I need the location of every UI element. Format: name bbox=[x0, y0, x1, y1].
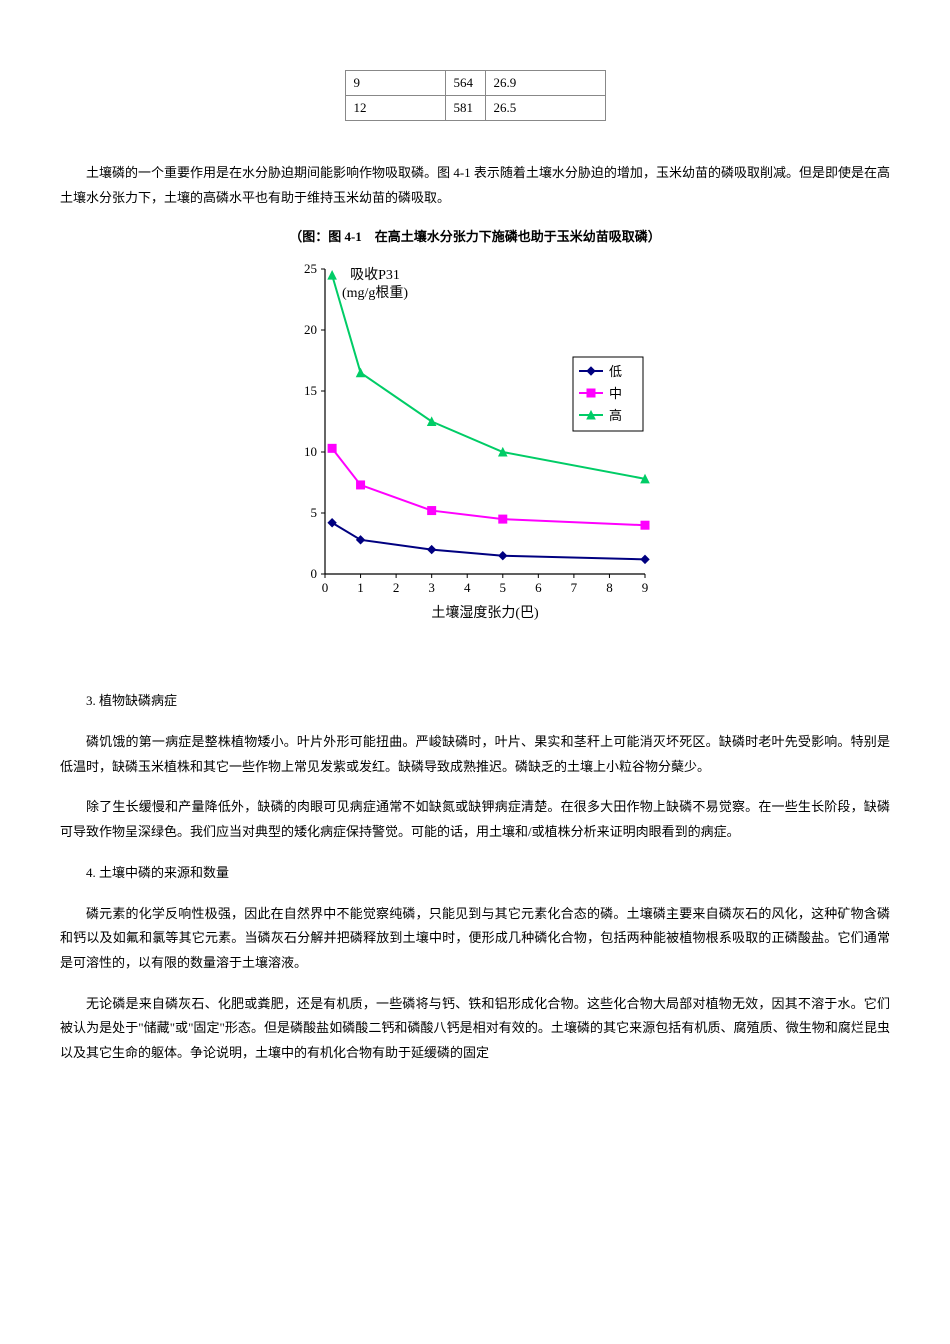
svg-text:8: 8 bbox=[606, 580, 613, 595]
section-heading: 3. 植物缺磷病症 bbox=[60, 689, 890, 714]
paragraph: 土壤磷的一个重要作用是在水分胁迫期间能影响作物吸取磷。图 4-1 表示随着土壤水… bbox=[60, 161, 890, 210]
svg-text:0: 0 bbox=[311, 566, 318, 581]
cell: 581 bbox=[445, 96, 485, 121]
svg-text:6: 6 bbox=[535, 580, 542, 595]
svg-text:5: 5 bbox=[500, 580, 507, 595]
svg-text:土壤湿度张力(巴): 土壤湿度张力(巴) bbox=[431, 604, 539, 621]
svg-text:中: 中 bbox=[609, 386, 622, 401]
cell: 9 bbox=[345, 71, 445, 96]
line-chart: 0 5 10 15 20 25 0 1 2 3 4 5 6 7 8 9 吸收P31 (mg/g根重) 土壤湿度张力(… bbox=[285, 249, 665, 629]
section-heading: 4. 土壤中磷的来源和数量 bbox=[60, 861, 890, 886]
data-table: 9 564 26.9 12 581 26.5 bbox=[345, 70, 606, 121]
svg-text:吸收P31: 吸收P31 bbox=[350, 267, 400, 283]
svg-text:3: 3 bbox=[428, 580, 435, 595]
svg-text:5: 5 bbox=[311, 505, 318, 520]
cell: 564 bbox=[445, 71, 485, 96]
svg-text:4: 4 bbox=[464, 580, 471, 595]
svg-text:10: 10 bbox=[304, 444, 317, 459]
svg-text:(mg/g根重): (mg/g根重) bbox=[342, 285, 408, 301]
paragraph: 磷饥饿的第一病症是整株植物矮小。叶片外形可能扭曲。严峻缺磷时，叶片、果实和茎秆上… bbox=[60, 730, 890, 779]
paragraph: 除了生长缓慢和产量降低外，缺磷的肉眼可见病症通常不如缺氮或缺钾病症清楚。在很多大… bbox=[60, 795, 890, 844]
svg-text:0: 0 bbox=[322, 580, 329, 595]
svg-text:1: 1 bbox=[357, 580, 364, 595]
svg-text:9: 9 bbox=[642, 580, 649, 595]
svg-text:高: 高 bbox=[609, 408, 622, 423]
svg-text:低: 低 bbox=[609, 364, 622, 379]
cell: 12 bbox=[345, 96, 445, 121]
svg-text:25: 25 bbox=[304, 261, 317, 276]
table-row: 12 581 26.5 bbox=[345, 96, 605, 121]
svg-text:20: 20 bbox=[304, 322, 317, 337]
chart-caption: （图：图 4-1 在高土壤水分张力下施磷也助于玉米幼苗吸取磷） bbox=[60, 226, 890, 245]
svg-text:7: 7 bbox=[571, 580, 578, 595]
paragraph: 磷元素的化学反响性极强，因此在自然界中不能觉察纯磷，只能见到与其它元素化合态的磷… bbox=[60, 902, 890, 976]
chart-container: 0 5 10 15 20 25 0 1 2 3 4 5 6 7 8 9 吸收P31 (mg/g根重) 土壤湿度张力(… bbox=[285, 249, 665, 629]
cell: 26.5 bbox=[485, 96, 605, 121]
svg-text:15: 15 bbox=[304, 383, 317, 398]
svg-text:2: 2 bbox=[393, 580, 400, 595]
table-row: 9 564 26.9 bbox=[345, 71, 605, 96]
cell: 26.9 bbox=[485, 71, 605, 96]
paragraph: 无论磷是来自磷灰石、化肥或粪肥，还是有机质，一些磷将与钙、铁和铝形成化合物。这些… bbox=[60, 992, 890, 1066]
